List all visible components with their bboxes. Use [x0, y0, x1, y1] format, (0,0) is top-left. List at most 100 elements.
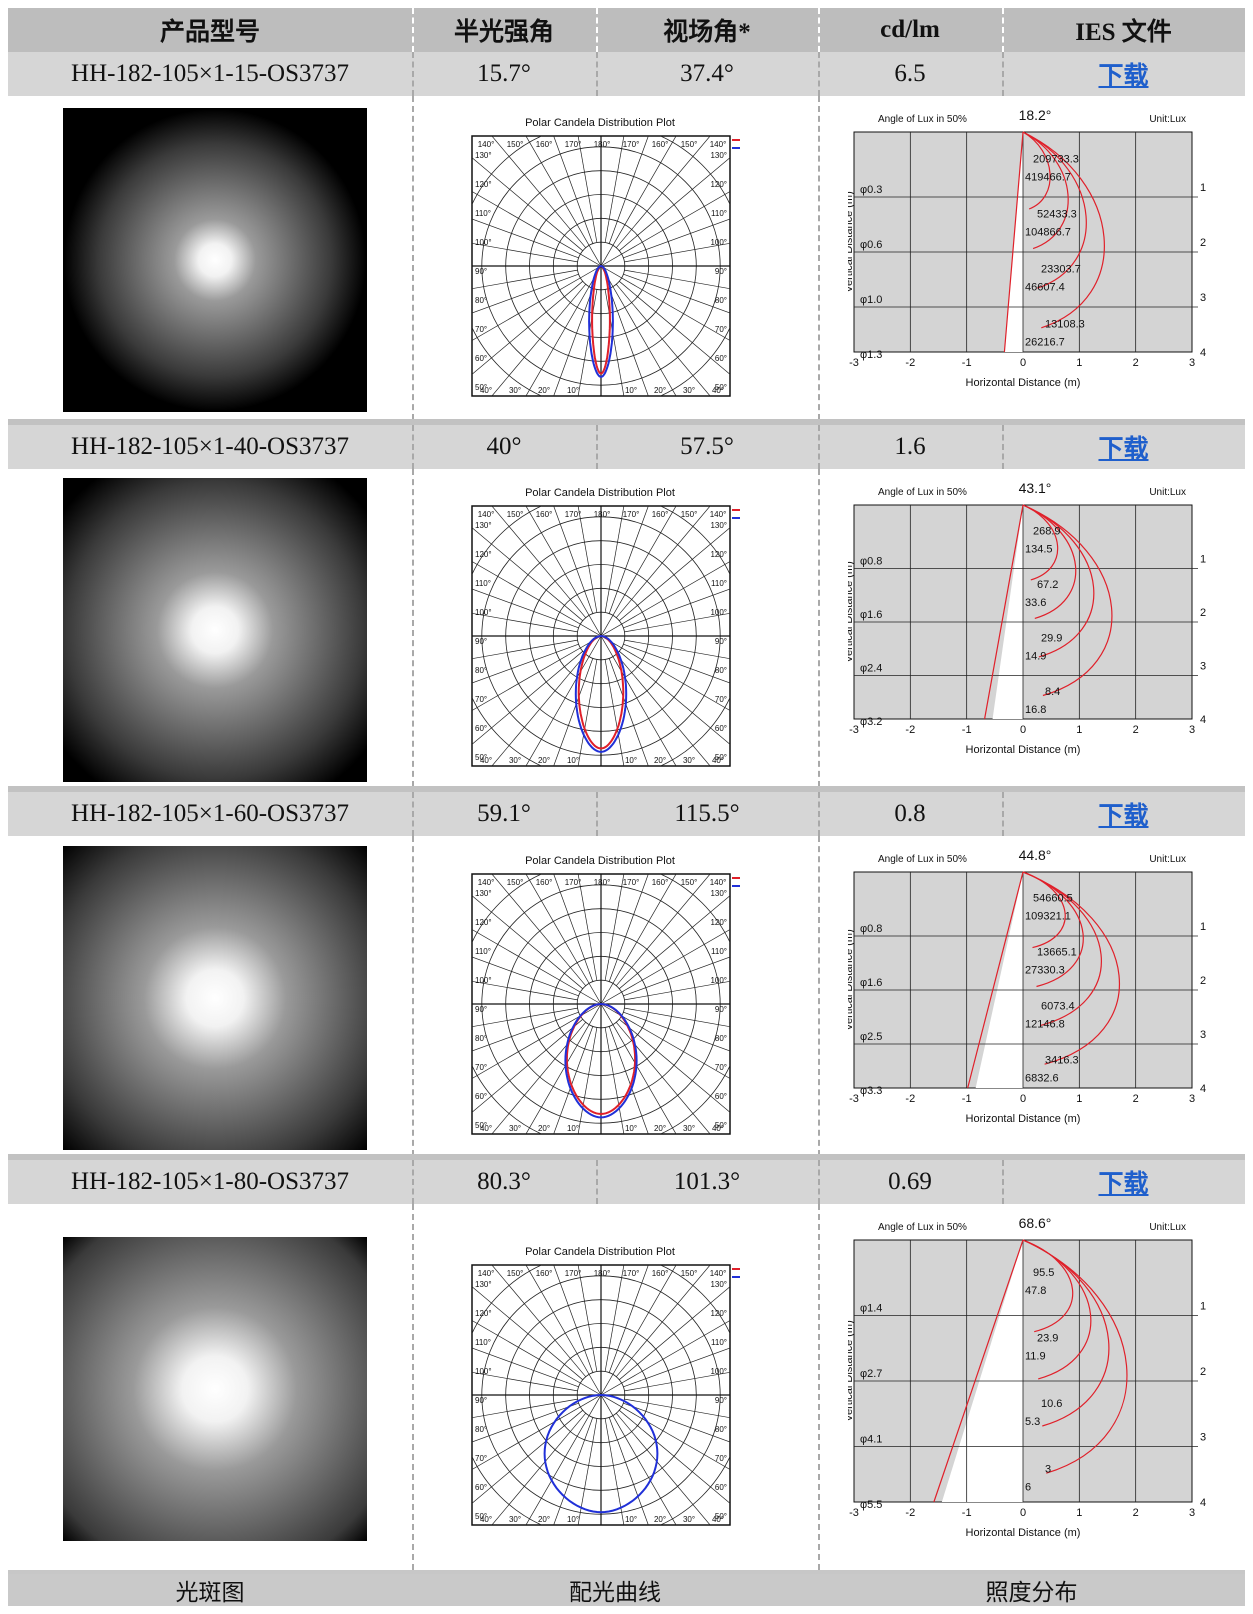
- polar-angle-label: 40°: [712, 1515, 724, 1524]
- lux-angle-value: 18.2°: [1019, 107, 1052, 123]
- lux-value: 3: [1045, 1464, 1051, 1476]
- lux-value: 29.9: [1041, 632, 1062, 644]
- lux-spot-diameter: φ3.3: [860, 1085, 882, 1097]
- polar-angle-label: 140°: [710, 510, 727, 519]
- row-separator: [8, 1154, 1245, 1160]
- lux-value: 5.3: [1025, 1416, 1040, 1428]
- lux-x-tick: -1: [962, 1507, 972, 1519]
- column-divider: [1002, 425, 1004, 469]
- model-row: [8, 792, 1245, 836]
- ies-download-link[interactable]: 下载: [1098, 63, 1149, 90]
- polar-angle-label: 30°: [509, 1124, 521, 1133]
- column-divider: [1002, 1160, 1004, 1204]
- polar-angle-label: 140°: [478, 878, 495, 887]
- polar-angle-label: 40°: [712, 1124, 724, 1133]
- ies-download-link[interactable]: 下载: [1098, 1171, 1149, 1198]
- lux-spot-diameter: φ2.7: [860, 1368, 882, 1380]
- lux-x-tick: -2: [905, 357, 915, 369]
- polar-angle-label: 70°: [475, 1063, 487, 1072]
- footer-spot: 光斑图: [175, 1580, 245, 1605]
- model-name: HH-182-105×1-80-OS3737: [71, 1168, 349, 1195]
- polar-angle-label: 130°: [710, 889, 727, 898]
- column-divider: [818, 792, 820, 836]
- field-angle-value: 101.3°: [673, 1168, 741, 1195]
- polar-title: Polar Candela Distribution Plot: [525, 117, 675, 129]
- polar-angle-label: 110°: [475, 579, 491, 588]
- polar-angle-label: 120°: [475, 918, 492, 927]
- lux-right-tick: 1: [1200, 554, 1206, 566]
- polar-angle-label: 60°: [475, 354, 487, 363]
- column-divider: [818, 469, 820, 787]
- polar-angle-label: 170°: [623, 878, 640, 887]
- lux-angle-caption: Angle of Lux in 50%: [878, 1222, 967, 1233]
- polar-angle-label: 170°: [565, 878, 582, 887]
- polar-angle-label: 20°: [654, 1515, 666, 1524]
- polar-angle-label: 170°: [623, 510, 640, 519]
- lux-value: 6: [1025, 1482, 1031, 1494]
- polar-angle-label: 40°: [480, 386, 492, 395]
- field-angle-value: 115.5°: [674, 800, 740, 827]
- column-divider: [412, 8, 414, 52]
- lux-x-tick: -3: [849, 1093, 859, 1105]
- lux-spot-diameter: φ1.6: [860, 977, 882, 989]
- lux-right-tick: 3: [1200, 1432, 1206, 1444]
- lux-spot-diameter: φ1.6: [860, 609, 882, 621]
- polar-angle-label: 150°: [507, 510, 524, 519]
- ies-download-link[interactable]: 下载: [1098, 803, 1149, 830]
- model-row: [8, 52, 1245, 96]
- polar-angle-label: 180°: [594, 510, 611, 519]
- polar-angle-label: 150°: [681, 140, 698, 149]
- lux-value: 47.8: [1025, 1285, 1046, 1297]
- polar-angle-label: 10°: [625, 756, 637, 765]
- polar-angle-label: 10°: [567, 1515, 579, 1524]
- lux-unit: Unit:Lux: [1149, 1222, 1186, 1233]
- row-separator: [8, 419, 1245, 425]
- polar-angle-label: 40°: [712, 386, 724, 395]
- ies-download-link[interactable]: 下载: [1098, 436, 1149, 463]
- polar-angle-label: 110°: [475, 1338, 491, 1347]
- half-angle-value: 40°: [486, 433, 522, 460]
- column-divider: [412, 96, 414, 420]
- polar-angle-label: 140°: [710, 1269, 727, 1278]
- lux-x-tick: -3: [849, 357, 859, 369]
- polar-angle-label: 30°: [683, 756, 695, 765]
- lux-value: 46607.4: [1025, 281, 1065, 293]
- polar-angle-label: 170°: [565, 140, 582, 149]
- model-name: HH-182-105×1-40-OS3737: [71, 433, 349, 460]
- column-divider: [412, 1160, 414, 1204]
- model-name: HH-182-105×1-15-OS3737: [71, 60, 349, 87]
- column-divider: [596, 52, 598, 96]
- polar-title: Polar Candela Distribution Plot: [525, 1246, 675, 1258]
- polar-angle-label: 80°: [715, 1034, 727, 1043]
- polar-angle-label: 100°: [475, 976, 492, 985]
- polar-angle-label: 30°: [683, 386, 695, 395]
- polar-angle-label: 30°: [683, 1515, 695, 1524]
- polar-angle-label: 160°: [536, 878, 553, 887]
- row-separator: [8, 786, 1245, 792]
- lux-x-axis-label: Horizontal Distance (m): [966, 744, 1081, 756]
- lux-x-tick: -1: [962, 724, 972, 736]
- polar-curve-c90: [543, 1393, 659, 1514]
- polar-angle-label: 50°: [715, 753, 727, 762]
- polar-angle-label: 20°: [654, 386, 666, 395]
- polar-angle-label: 80°: [715, 1425, 727, 1434]
- lux-value: 23303.7: [1041, 263, 1081, 275]
- lux-distribution-chart: Angle of Lux in 50% 68.6° Unit:Lux φ1.4 φ2.7…: [848, 1215, 1206, 1539]
- polar-angle-label: 130°: [475, 521, 492, 530]
- polar-angle-label: 90°: [715, 637, 727, 646]
- lux-value: 23.9: [1037, 1333, 1058, 1345]
- lux-right-tick: 4: [1200, 347, 1206, 359]
- column-divider: [412, 836, 414, 1156]
- polar-angle-label: 70°: [715, 1454, 727, 1463]
- lux-x-tick: 1: [1076, 724, 1082, 736]
- lux-y-axis-label: Vertical Distance (m): [848, 561, 855, 662]
- lux-y-axis-label: Vertical Distance (m): [848, 929, 855, 1030]
- polar-angle-label: 100°: [710, 1367, 727, 1376]
- column-divider: [818, 52, 820, 96]
- header-cdlm: cd/lm: [880, 16, 940, 43]
- polar-distribution-plot: Polar Candela Distribution Plot 140° 150° 1…: [471, 855, 740, 1135]
- lux-value: 10.6: [1041, 1398, 1062, 1410]
- polar-angle-label: 30°: [509, 756, 521, 765]
- polar-angle-label: 100°: [710, 608, 727, 617]
